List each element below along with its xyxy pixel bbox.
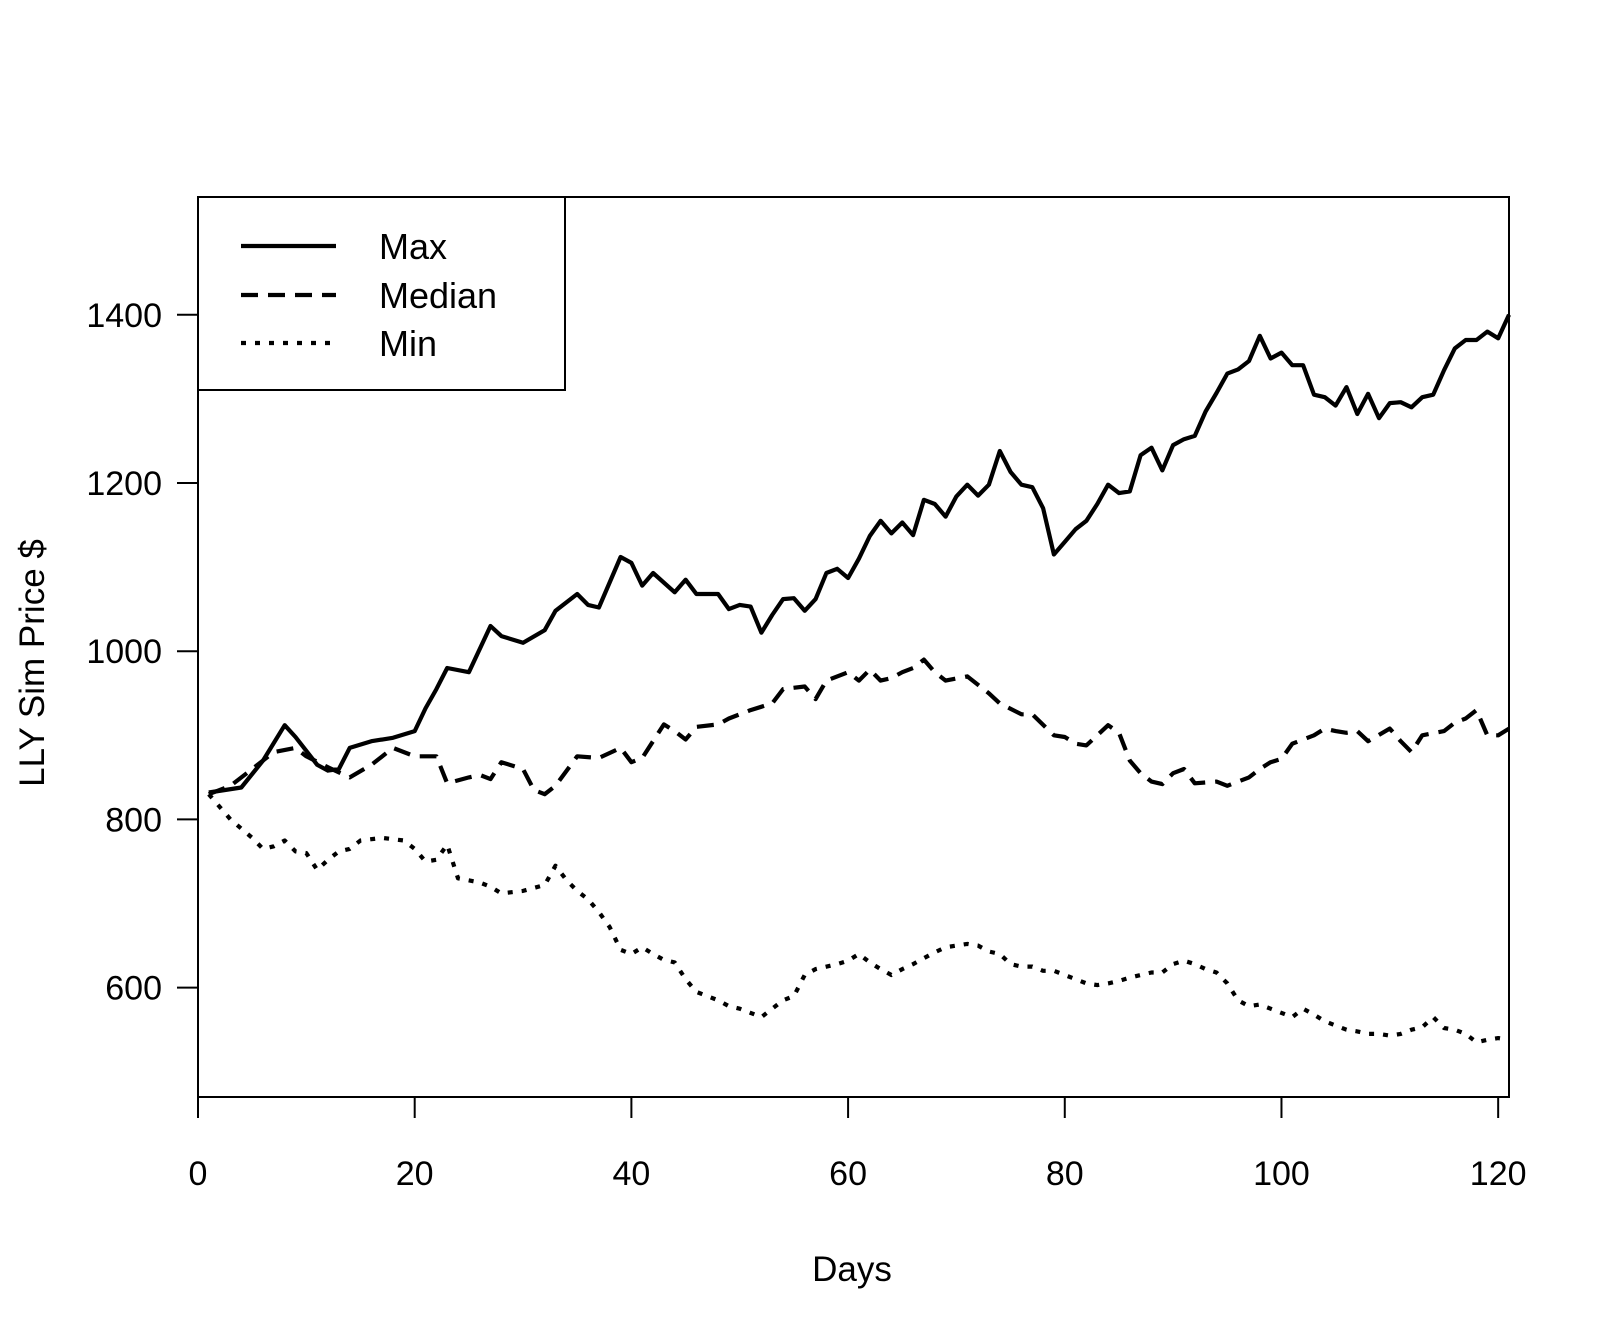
x-tick-label: 60 [829,1155,867,1193]
series-line-median [208,657,1511,797]
legend-label-median: Median [379,275,497,316]
y-tick-label: 800 [105,801,162,839]
y-tick-label: 600 [105,970,162,1008]
legend-label-max: Max [379,226,447,267]
y-tick-label: 1200 [86,465,162,503]
x-tick-label: 20 [396,1155,434,1193]
x-tick-label: 40 [612,1155,650,1193]
y-tick-label: 1400 [86,297,162,335]
legend-box [197,196,566,391]
y-axis-title: LLY Sim Price $ [13,539,52,787]
series-line-max [208,313,1511,795]
x-tick-label: 120 [1470,1155,1527,1193]
series-group [207,313,1511,1045]
y-axis: 600 800 1000 1200 1400 [86,297,199,1008]
legend: Max Median Min [197,196,566,391]
x-axis-title: Days [812,1250,892,1289]
series-line-min [207,792,1510,1045]
y-tick-label: 1000 [86,633,162,671]
legend-label-min: Min [379,323,437,364]
x-axis: 0 20 40 60 80 100 120 [189,1096,1527,1193]
x-tick-label: 100 [1253,1155,1310,1193]
x-tick-label: 80 [1046,1155,1084,1193]
x-tick-label: 0 [189,1155,208,1193]
